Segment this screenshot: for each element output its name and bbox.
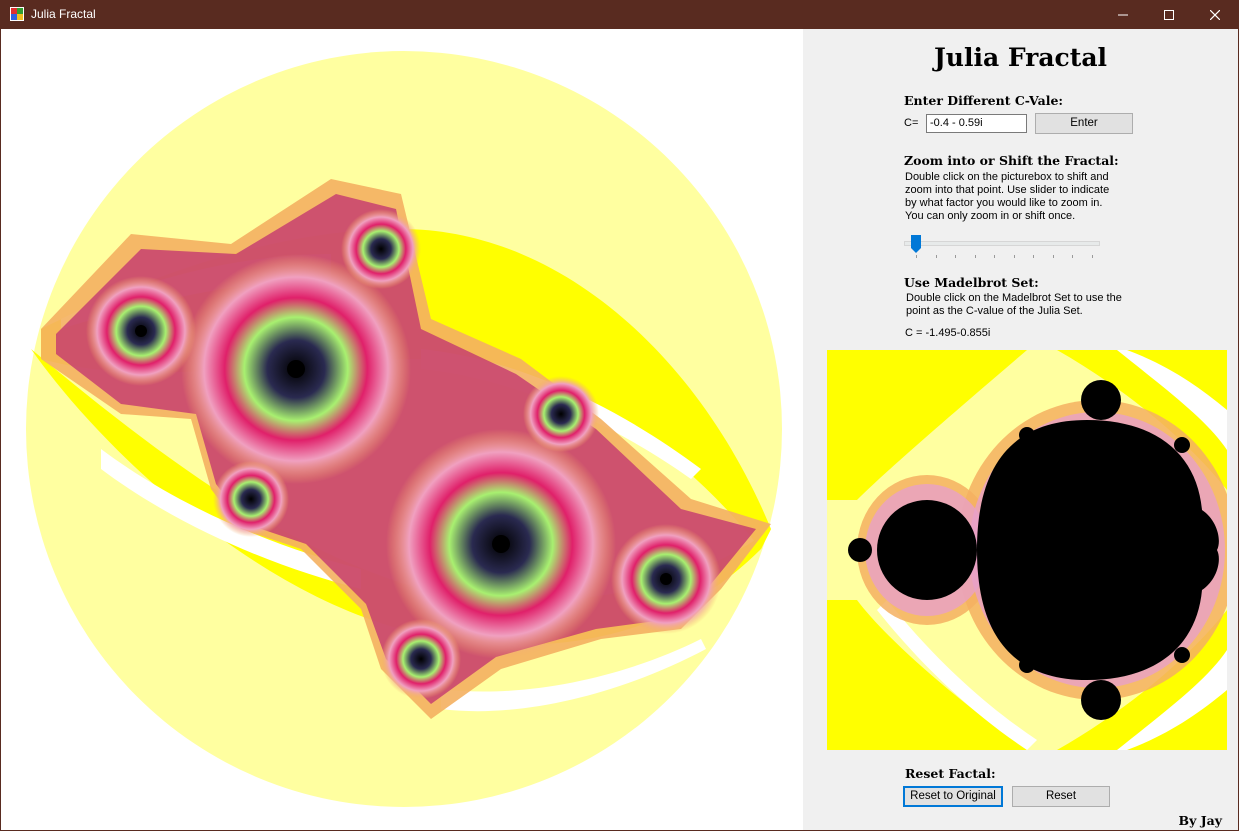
control-panel: Julia Fractal Enter Different C-Vale: C=… [803, 29, 1238, 830]
window-title: Julia Fractal [31, 7, 96, 21]
title-bar: Julia Fractal [0, 0, 1239, 29]
minimize-button[interactable] [1100, 0, 1146, 29]
maximize-button[interactable] [1146, 0, 1192, 29]
zoom-slider-track[interactable] [904, 241, 1100, 246]
reset-to-original-button[interactable]: Reset to Original [903, 786, 1003, 807]
app-fractal-icon [10, 7, 24, 21]
panel-heading: Julia Fractal [933, 43, 1108, 72]
slider-tick [974, 255, 976, 258]
cvalue-section-title: Enter Different C-Vale: [904, 93, 1064, 108]
close-button[interactable] [1192, 0, 1238, 29]
slider-tick [1091, 255, 1093, 258]
enter-button[interactable]: Enter [1035, 113, 1133, 134]
zoom-description-line-1: Double click on the picturebox to shift … [905, 171, 1109, 183]
zoom-section-title: Zoom into or Shift the Fractal: [904, 153, 1119, 168]
slider-tick [935, 255, 937, 258]
slider-tick [1013, 255, 1015, 258]
mandelbrot-current-c: C = -1.495-0.855i [905, 327, 991, 339]
slider-tick [1033, 255, 1034, 258]
mandelbrot-section-title: Use Madelbrot Set: [904, 275, 1039, 290]
mandelbrot-set-image [827, 350, 1227, 750]
slider-tick [1072, 255, 1073, 258]
slider-tick [1052, 255, 1054, 258]
mandelbrot-picturebox[interactable] [827, 350, 1227, 750]
maximize-icon [1164, 9, 1174, 20]
julia-fractal-image [26, 51, 782, 807]
zoom-description-line-2: zoom into that point. Use slider to indi… [905, 184, 1110, 196]
zoom-description-line-3: by what factor you would like to zoom in… [905, 197, 1103, 209]
mandelbrot-description-line-1: Double click on the Madelbrot Set to use… [906, 292, 1122, 304]
client-area: Julia Fractal Enter Different C-Vale: C=… [1, 29, 1238, 830]
julia-picturebox[interactable] [1, 29, 803, 830]
slider-tick [994, 255, 995, 258]
cvalue-label: C= [904, 117, 919, 129]
cvalue-input[interactable]: -0.4 - 0.59i [926, 114, 1027, 133]
slider-tick [916, 255, 917, 258]
zoom-slider-thumb[interactable] [911, 235, 921, 253]
author-byline: By Jay [1178, 813, 1222, 828]
reset-section-title: Reset Factal: [905, 766, 996, 781]
reset-button[interactable]: Reset [1012, 786, 1110, 807]
close-icon [1210, 9, 1220, 20]
mandelbrot-description-line-2: point as the C-value of the Julia Set. [906, 305, 1083, 317]
zoom-description-line-4: You can only zoom in or shift once. [905, 210, 1076, 222]
minimize-icon [1118, 14, 1128, 15]
slider-tick [955, 255, 956, 258]
